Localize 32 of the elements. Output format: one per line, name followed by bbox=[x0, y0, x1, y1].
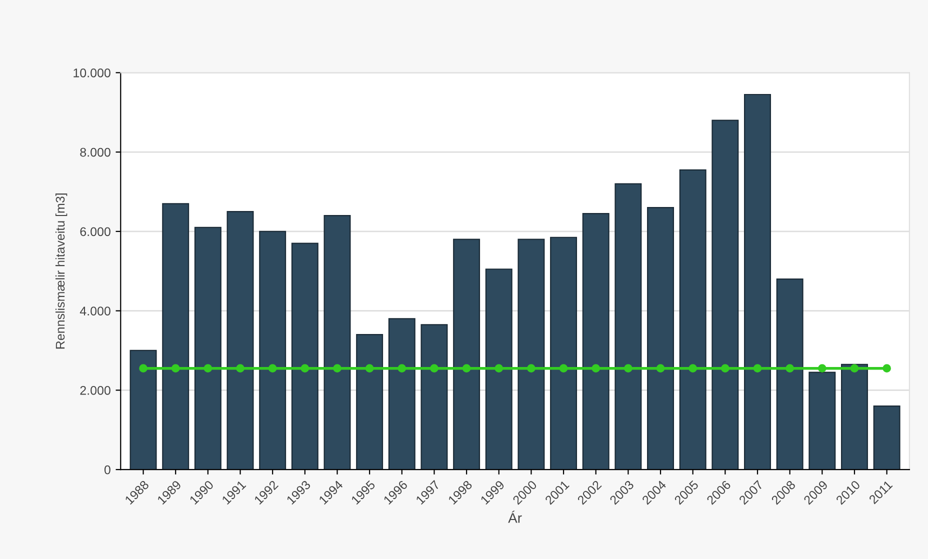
bar bbox=[130, 350, 157, 470]
y-axis-title: Rennslismælir hitaveitu [m3] bbox=[55, 194, 68, 349]
bar bbox=[453, 238, 480, 470]
y-tick-label: 10.000 bbox=[74, 68, 110, 78]
bar bbox=[550, 236, 578, 470]
bar bbox=[162, 203, 190, 470]
bar bbox=[291, 242, 318, 470]
bar bbox=[712, 120, 739, 470]
y-tick-label: 6.000 bbox=[80, 227, 110, 236]
bar bbox=[194, 226, 222, 470]
bar bbox=[647, 207, 674, 470]
bar bbox=[518, 238, 545, 470]
bar bbox=[840, 364, 868, 470]
bar bbox=[324, 214, 351, 470]
bar bbox=[873, 406, 900, 470]
bar bbox=[614, 183, 642, 470]
bar bbox=[582, 213, 610, 470]
bar bbox=[226, 211, 254, 470]
y-tick-label: 8.000 bbox=[80, 148, 110, 157]
bar bbox=[679, 169, 706, 470]
bar bbox=[776, 278, 804, 470]
y-tick-label: 0 bbox=[104, 465, 110, 474]
y-tick-label: 2.000 bbox=[80, 386, 110, 395]
y-tick-label: 4.000 bbox=[80, 306, 110, 316]
bar bbox=[744, 94, 771, 470]
bar bbox=[259, 230, 286, 470]
bar bbox=[356, 334, 384, 470]
bar bbox=[388, 318, 416, 470]
x-axis-title: Ár bbox=[508, 510, 522, 523]
bar bbox=[420, 324, 448, 470]
bar bbox=[485, 268, 512, 470]
bar bbox=[808, 372, 836, 470]
